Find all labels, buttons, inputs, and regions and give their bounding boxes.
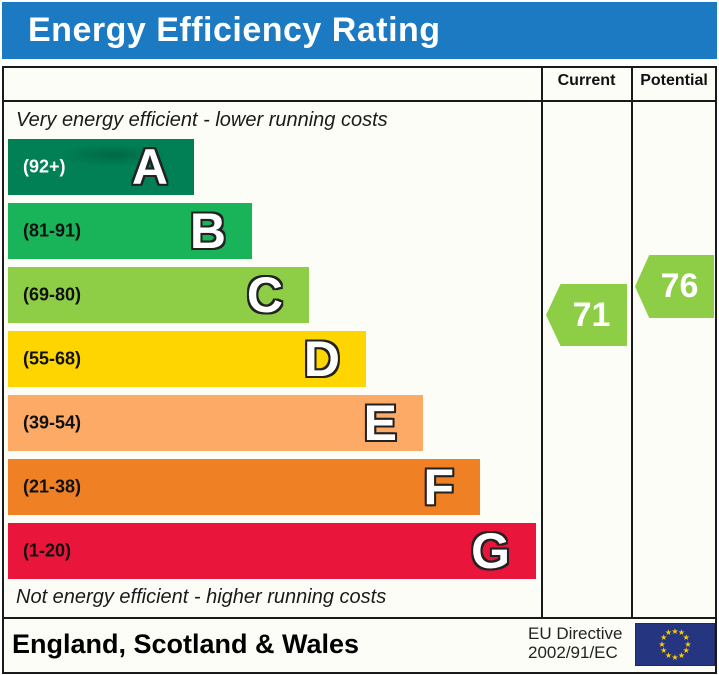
band-e: (39-54) E	[8, 395, 423, 451]
band-c-letter: C	[246, 267, 283, 323]
eu-flag-star: ★	[677, 650, 686, 660]
band-g: (1-20) G	[8, 523, 536, 579]
eu-flag-star: ★	[684, 639, 692, 649]
eu-flag-star: ★	[682, 633, 690, 642]
band-f-letter: F	[423, 459, 454, 515]
eu-directive-line2: 2002/91/EC	[528, 643, 618, 662]
title-bar: Energy Efficiency Rating	[2, 2, 717, 59]
band-a-letter: A	[131, 139, 168, 195]
eu-flag-star: ★	[664, 650, 673, 660]
eu-flag-star: ★	[660, 633, 668, 642]
band-e-range: (39-54)	[23, 412, 82, 433]
band-d: (55-68) D	[8, 331, 366, 387]
band-b-range: (81-91)	[23, 220, 82, 241]
current-rating-arrow: 71	[546, 284, 627, 346]
band-b-letter: B	[189, 203, 226, 259]
eu-flag-star: ★	[660, 646, 668, 655]
band-g-range: (1-20)	[23, 540, 72, 561]
band-c-range: (69-80)	[23, 284, 82, 305]
caption-not-efficient: Not energy efficient - higher running co…	[16, 586, 387, 608]
eu-flag-star: ★	[677, 628, 686, 638]
eu-flag-icon: ★ ★ ★ ★ ★ ★ ★ ★ ★ ★ ★ ★	[635, 623, 715, 666]
eu-directive-line1: EU Directive	[528, 624, 623, 643]
footer-divider-line	[2, 617, 717, 619]
eu-flag-star: ★	[671, 626, 679, 636]
potential-rating-value: 76	[660, 267, 699, 305]
eu-flag-star: ★	[682, 646, 690, 655]
caption-very-efficient: Very energy efficient - lower running co…	[16, 109, 388, 131]
page-title: Energy Efficiency Rating	[28, 11, 441, 49]
band-d-range: (55-68)	[23, 348, 82, 369]
current-rating-value: 71	[572, 295, 611, 334]
band-f: (21-38) F	[8, 459, 480, 515]
column-header-current: Current	[557, 72, 616, 89]
band-f-range: (21-38)	[23, 476, 82, 497]
band-e-letter: E	[363, 395, 397, 451]
eu-flag-star: ★	[671, 652, 679, 662]
eu-flag-star: ★	[658, 639, 666, 649]
header-divider-line	[2, 100, 717, 102]
band-a: (92+) A	[8, 139, 194, 195]
band-d-letter: D	[303, 331, 340, 387]
eu-flag-star: ★	[664, 628, 673, 638]
band-c: (69-80) C	[8, 267, 309, 323]
current-column-divider	[541, 66, 543, 619]
potential-column-divider	[631, 66, 633, 619]
column-header-potential: Potential	[640, 72, 708, 89]
eu-directive-label: EU Directive 2002/91/EC	[528, 624, 622, 662]
band-a-range: (92+)	[23, 156, 66, 177]
band-g-letter: G	[471, 523, 510, 579]
band-b: (81-91) B	[8, 203, 252, 259]
footer-region-label: England, Scotland & Wales	[12, 629, 360, 659]
potential-rating-arrow: 76	[635, 255, 714, 318]
